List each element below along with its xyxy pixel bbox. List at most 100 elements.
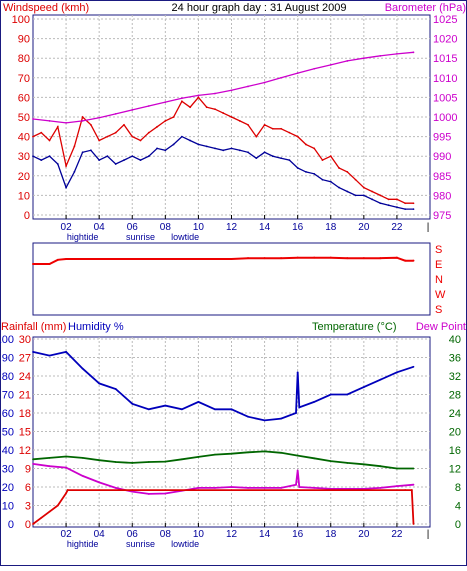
- data-point: [396, 52, 398, 55]
- rain-tick-label: 9: [25, 464, 31, 476]
- data-point: [147, 408, 150, 411]
- panel3-x-tick-label: 06: [127, 529, 139, 540]
- data-point: [114, 112, 117, 115]
- data-point: [263, 487, 266, 489]
- data-point: [410, 489, 413, 491]
- data-point: [247, 487, 249, 489]
- panel3-x-tick-label: 22: [391, 529, 403, 540]
- humidity-tick-label: 20: [2, 482, 14, 494]
- data-point: [247, 123, 249, 126]
- data-point: [89, 123, 92, 126]
- data-point: [205, 145, 208, 148]
- data-point: [147, 131, 150, 134]
- data-point: [65, 455, 67, 458]
- data-point: [313, 147, 316, 150]
- data-point: [214, 408, 216, 411]
- data-point: [56, 504, 59, 507]
- panel1-marker-hightide: hightide: [67, 232, 99, 242]
- data-point: [172, 116, 175, 118]
- data-point: [73, 170, 76, 173]
- data-point: [89, 149, 92, 152]
- panel1-x-tick-label: 14: [259, 222, 271, 233]
- data-point: [230, 408, 233, 411]
- humidity-axis-label: Humidity %: [68, 321, 124, 333]
- data-point: [362, 57, 365, 60]
- data-point: [379, 202, 382, 205]
- data-point: [180, 100, 183, 103]
- data-point: [123, 123, 125, 126]
- panel1-x-tick-label: 18: [325, 222, 337, 233]
- data-point: [296, 469, 299, 472]
- direction-point: [197, 258, 200, 260]
- data-point: [296, 454, 299, 457]
- data-point: [197, 96, 200, 99]
- direction-point: [362, 257, 365, 260]
- data-point: [329, 393, 332, 396]
- temperature-tick-label: 20: [449, 427, 461, 439]
- series-temperature-c-: [32, 450, 414, 470]
- data-point: [296, 167, 299, 169]
- direction-point: [48, 263, 51, 265]
- data-point: [222, 112, 225, 114]
- data-point: [205, 106, 208, 109]
- data-point: [32, 118, 34, 120]
- data-point: [412, 467, 415, 470]
- panel3-x-tick-label: 08: [160, 529, 172, 540]
- data-point: [164, 149, 167, 152]
- data-point: [346, 462, 349, 464]
- data-point: [81, 367, 84, 370]
- data-point: [164, 101, 167, 104]
- data-point: [81, 456, 84, 459]
- direction-point: [98, 258, 101, 260]
- data-point: [131, 490, 134, 493]
- data-point: [147, 493, 150, 495]
- data-point: [379, 54, 382, 57]
- humidity-tick-label: 70: [2, 390, 14, 402]
- direction-point: [346, 257, 349, 260]
- data-point: [280, 451, 283, 454]
- data-point: [346, 170, 349, 173]
- rainfall-axis-label: Rainfall (mm): [1, 321, 66, 333]
- direction-point: [395, 256, 398, 259]
- panel1-x-tick-label: 02: [61, 222, 73, 233]
- windspeed-tick-label: 90: [18, 34, 30, 46]
- data-point: [280, 76, 283, 79]
- data-point: [147, 105, 150, 107]
- data-point: [412, 208, 415, 211]
- data-point: [139, 139, 142, 142]
- panel3-plot-area: [32, 336, 431, 528]
- panel1-marker-lowtide: lowtide: [171, 232, 199, 242]
- data-point: [48, 139, 51, 142]
- data-point: [32, 462, 34, 465]
- data-point: [222, 149, 225, 152]
- data-point: [81, 116, 84, 118]
- data-point: [329, 180, 332, 183]
- barometer-tick-label: 995: [433, 132, 451, 144]
- direction-point: [379, 257, 382, 260]
- data-point: [131, 135, 134, 138]
- direction-point: [32, 263, 34, 265]
- direction-point: [404, 259, 407, 262]
- data-point: [354, 194, 357, 197]
- windspeed-tick-label: 50: [18, 112, 30, 124]
- data-point: [40, 131, 43, 134]
- data-point: [338, 167, 340, 169]
- temperature-tick-label: 36: [449, 353, 461, 365]
- barometer-tick-label: 1015: [433, 53, 457, 65]
- data-point: [280, 417, 283, 420]
- data-point: [189, 139, 192, 142]
- direction-letter-E: E: [435, 259, 442, 271]
- data-point: [230, 147, 233, 150]
- data-point: [263, 419, 266, 422]
- data-point: [164, 492, 167, 495]
- data-point: [147, 155, 150, 158]
- wind-barometer-panel: 0102030405060708090100975980985990995100…: [12, 14, 458, 242]
- data-point: [98, 159, 101, 162]
- data-point: [197, 143, 200, 146]
- panel3-x-tick-label: 12: [226, 529, 238, 540]
- panel1-marker-sunrise: sunrise: [126, 232, 155, 242]
- direction-point: [313, 256, 316, 259]
- data-point: [247, 415, 249, 418]
- humidity-tick-label: 90: [2, 353, 14, 365]
